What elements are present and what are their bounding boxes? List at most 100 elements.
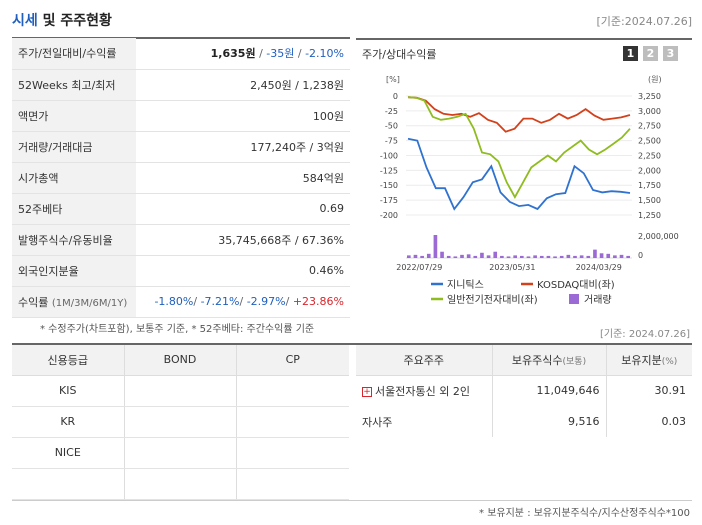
table-row: 시가총액 584억원	[12, 162, 350, 194]
col-header-ratio: 보유지분(%)	[605, 345, 692, 376]
table-row: KIS	[12, 375, 349, 407]
volume-bar	[526, 256, 531, 258]
left-tick-label: -75	[385, 137, 398, 146]
volume-bar	[579, 255, 584, 258]
table-row: 외국인지분율 0.46%	[12, 255, 350, 287]
table-row: 자사주 9,516 0.03	[356, 406, 692, 437]
right-tick-label: 1,250	[638, 211, 661, 220]
table-header-row: 신용등급 BOND CP	[12, 345, 349, 376]
volume-bar	[473, 255, 478, 258]
row-label-marketcap: 시가총액	[12, 162, 136, 194]
volume-bar	[433, 235, 438, 258]
left-tick-label: -25	[385, 107, 398, 116]
section-header: 시세 및 주주현황 [기준:2024.07.26]	[12, 10, 692, 32]
chart-panel: 주가/상대수익률 1 2 3 [%] (원) 0 3,250 -25 3,000 -50 2,…	[356, 38, 692, 315]
volume-bar	[486, 255, 491, 258]
volume-bar	[626, 255, 630, 258]
legend-label: 일반전기전자대비(좌)	[447, 294, 538, 306]
volume-bar	[553, 256, 557, 258]
left-tick-label: 0	[393, 92, 398, 101]
expand-holder-button[interactable]: +	[362, 386, 372, 397]
volume-bar	[593, 249, 597, 258]
volume-bar	[613, 255, 617, 258]
volume-tick-label: 0	[638, 251, 643, 260]
value-volume: 177,240주 / 3억원	[136, 131, 350, 163]
left-axis-unit: [%]	[386, 75, 400, 84]
series-line-1	[407, 96, 631, 133]
row-label-shares: 발행주식수/유동비율	[12, 224, 136, 256]
volume-bar	[493, 251, 498, 258]
holder-shares: 9,516	[491, 406, 606, 437]
table-row: + 서울전자통신 외 2인 11,049,646 30.91	[356, 375, 692, 406]
chart-pager: 1 2 3	[623, 46, 678, 61]
volume-bar	[546, 255, 551, 258]
value-par: 100원	[136, 100, 350, 132]
volume-bar	[426, 253, 431, 258]
value-marketcap: 584억원	[136, 162, 350, 194]
left-tick-label: -200	[380, 211, 398, 220]
row-label-returns: 수익률 (1M/3M/6M/1Y)	[12, 286, 136, 318]
volume-bar	[566, 254, 571, 258]
row-label-price: 주가/전일대비/수익률	[12, 38, 136, 70]
lower-tables-top-rule	[12, 343, 692, 345]
right-tick-label: 2,250	[638, 151, 661, 160]
volume-bar	[420, 255, 424, 258]
x-tick-label: 2024/03/29	[576, 263, 622, 272]
table-row: NICE	[12, 437, 349, 469]
holder-shares: 11,049,646	[491, 375, 606, 406]
legend-swatch	[569, 294, 579, 304]
volume-bar	[606, 253, 611, 258]
credit-rating-table: 신용등급 BOND CP KIS KR NICE	[12, 345, 349, 500]
col-header-bond: BOND	[123, 345, 236, 376]
col-header-rating: 신용등급	[12, 345, 124, 376]
bottom-rule	[12, 500, 692, 501]
value-returns: -1.80%/ -7.21%/ -2.97%/ +23.86%	[136, 286, 350, 318]
col-header-cp: CP	[235, 345, 349, 376]
holder-ratio: 0.03	[605, 406, 692, 437]
right-tick-label: 3,000	[638, 107, 661, 116]
left-tick-label: -125	[380, 166, 398, 175]
base-date: [기준:2024.07.26]	[596, 15, 692, 28]
volume-bar	[500, 255, 504, 258]
x-tick-label: 2022/07/29	[396, 263, 442, 272]
footnote-holding: * 보유지분 : 보유지분주식수/지수산정주식수*100	[479, 508, 690, 519]
right-axis-unit: (원)	[648, 75, 662, 84]
table-row: 수익률 (1M/3M/6M/1Y) -1.80%/ -7.21%/ -2.97%…	[12, 286, 350, 318]
value-shares: 35,745,668주 / 67.36%	[136, 224, 350, 256]
right-tick-label: 1,750	[638, 181, 661, 190]
right-tick-label: 2,750	[638, 122, 661, 131]
chart-page-2-button[interactable]: 2	[643, 46, 658, 61]
row-label-beta: 52주베타	[12, 193, 136, 225]
section-title-price: 시세	[12, 13, 38, 29]
table-row: 발행주식수/유동비율 35,745,668주 / 67.36%	[12, 224, 350, 256]
volume-bar	[599, 253, 604, 258]
holder-ratio: 30.91	[605, 375, 692, 406]
table-row: 액면가 100원	[12, 100, 350, 132]
table-row: KR	[12, 406, 349, 438]
table-row: 52Weeks 최고/최저 2,450원 / 1,238원	[12, 69, 350, 101]
value-52w: 2,450원 / 1,238원	[136, 69, 350, 101]
table-row: 주가/전일대비/수익률 1,635원 / -35원 / -2.10%	[12, 38, 350, 70]
footnote-date: [기준: 2024.07.26]	[599, 329, 690, 340]
volume-bar	[559, 255, 564, 258]
volume-bar	[539, 255, 544, 258]
series-line-2	[407, 96, 631, 199]
volume-bar	[466, 254, 471, 258]
table-row	[12, 468, 349, 500]
col-header-holder: 주요주주	[356, 345, 492, 376]
right-tick-label: 3,250	[638, 92, 661, 101]
series-line-0	[407, 137, 631, 211]
row-label-volume: 거래량/거래대금	[12, 131, 136, 163]
value-foreign: 0.46%	[136, 255, 350, 287]
left-tick-label: -150	[380, 181, 398, 190]
table-row: 거래량/거래대금 177,240주 / 3억원	[12, 131, 350, 163]
chart-page-3-button[interactable]: 3	[663, 46, 678, 61]
left-tick-label: -175	[380, 196, 398, 205]
chart-page-1-button[interactable]: 1	[623, 46, 638, 61]
right-tick-label: 1,500	[638, 196, 661, 205]
left-tick-label: -100	[380, 151, 398, 160]
row-label-par: 액면가	[12, 100, 136, 132]
volume-bar	[413, 254, 418, 258]
volume-bar	[619, 254, 624, 258]
right-tick-label: 2,500	[638, 137, 661, 146]
